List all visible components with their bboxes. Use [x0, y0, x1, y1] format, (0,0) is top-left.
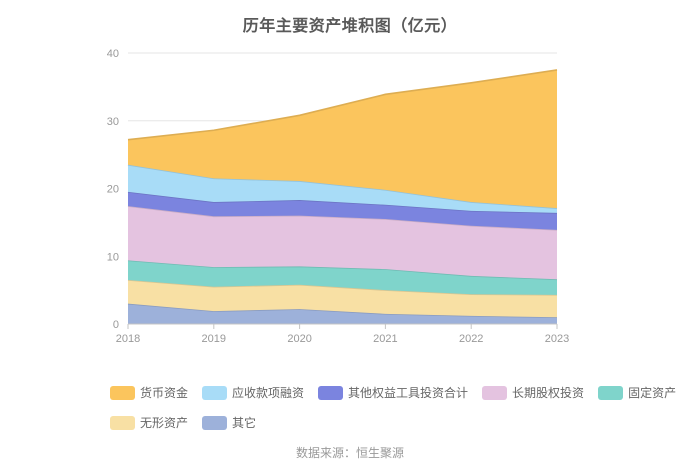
- x-axis-label: 2021: [373, 333, 397, 345]
- legend-item[interactable]: 无形资产: [110, 414, 188, 431]
- legend-label: 无形资产: [140, 416, 189, 430]
- x-axis-label: 2022: [459, 333, 483, 345]
- stacked-area-plot: 0 10 20 30 40 2018 2019 2020 2021 2022 2023: [107, 48, 569, 345]
- area-series: [128, 191, 557, 230]
- y-axis-label: 40: [107, 48, 119, 60]
- legend-item[interactable]: 长期股权投资: [482, 384, 584, 401]
- legend-label: 货币资金: [140, 386, 189, 400]
- y-axis-label: 20: [107, 184, 119, 196]
- legend-swatch: [202, 385, 228, 400]
- area-series: [128, 69, 557, 209]
- x-axis-label: 2023: [545, 333, 569, 345]
- series-line: [127, 69, 558, 141]
- series-line: [127, 279, 558, 296]
- area-series: [128, 279, 557, 318]
- legend-row: 货币资金 应收款项融资 其他权益工具投资合计 长期股权投资 固定资产: [110, 384, 676, 401]
- area-series: [128, 303, 557, 324]
- legend-item[interactable]: 应收款项融资: [202, 384, 304, 401]
- data-source: 数据来源：恒生聚源: [295, 446, 404, 460]
- x-axis-label: 2019: [202, 333, 226, 345]
- series-line: [127, 259, 558, 281]
- legend-row: 无形资产 其它: [110, 414, 590, 431]
- chart-area: 0 10 20 30 40 2018 2019 2020 2021 2022 2023: [0, 36, 700, 376]
- legend-label: 其他权益工具投资合计: [348, 386, 469, 400]
- legend-label: 固定资产: [628, 386, 677, 400]
- legend-swatch: [110, 415, 135, 430]
- area-series: [128, 260, 557, 295]
- chart-title: 历年主要资产堆积图（亿元）: [242, 18, 458, 35]
- y-axis-label: 10: [107, 251, 119, 263]
- y-axis-label: 30: [107, 116, 119, 128]
- legend-swatch: [110, 385, 135, 400]
- y-axis-label: 0: [113, 319, 119, 331]
- legend-label: 其它: [232, 416, 257, 430]
- legend-item[interactable]: 货币资金: [110, 384, 188, 401]
- legend-label: 长期股权投资: [512, 386, 585, 400]
- legend-swatch: [598, 385, 624, 400]
- legend-swatch: [202, 415, 228, 430]
- legend: 货币资金 应收款项融资 其他权益工具投资合计 长期股权投资 固定资产无形资产 其它: [0, 384, 700, 431]
- legend-swatch: [482, 385, 508, 400]
- x-axis-label: 2018: [116, 333, 140, 345]
- legend-label: 应收款项融资: [232, 386, 305, 400]
- legend-item[interactable]: 固定资产: [598, 384, 676, 401]
- legend-swatch: [318, 385, 344, 400]
- legend-item[interactable]: 其它: [202, 414, 256, 431]
- x-axis-label: 2020: [287, 333, 311, 345]
- area-series: [128, 164, 557, 213]
- legend-item[interactable]: 其他权益工具投资合计: [318, 384, 468, 401]
